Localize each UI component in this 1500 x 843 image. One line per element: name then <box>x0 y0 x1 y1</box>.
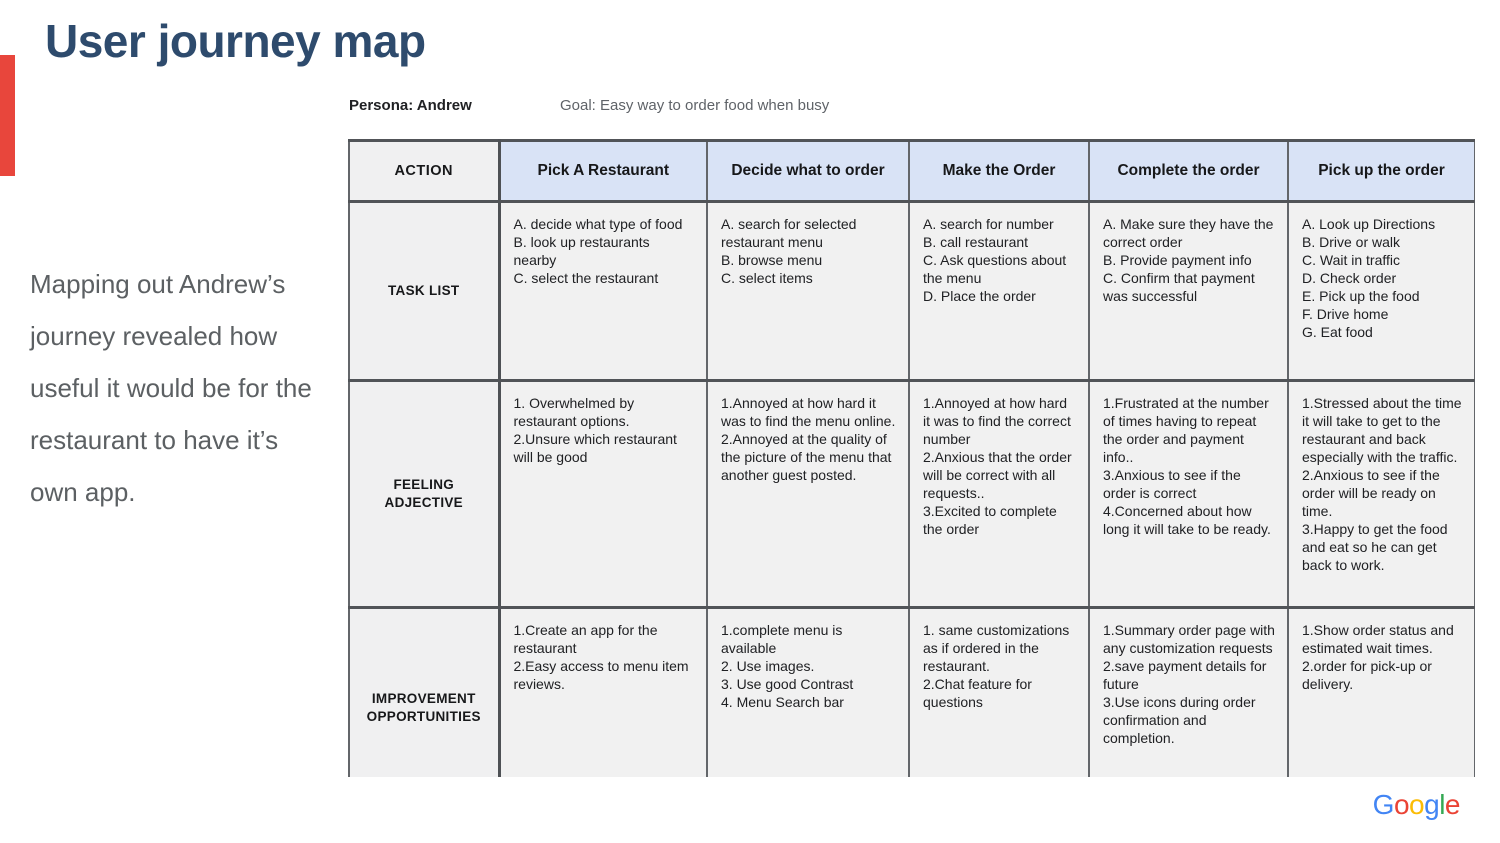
cell-feeling-decide-order: 1.Annoyed at how hard it was to find the… <box>706 379 910 609</box>
cell-improve-make-order: 1. same customizations as if ordered in … <box>908 606 1090 777</box>
sidebar-note: Mapping out Andrew’s journey revealed ho… <box>30 269 312 507</box>
google-logo: Google <box>1372 789 1461 821</box>
cell-improve-complete-order: 1.Summary order page with any customizat… <box>1088 606 1289 777</box>
table-row-feeling-adjective: FEELING ADJECTIVE 1. Overwhelmed by rest… <box>348 379 1475 609</box>
logo-letter: o <box>1409 789 1425 820</box>
logo-letter: g <box>1424 789 1440 820</box>
goal-label: Goal: Easy way to order food when busy <box>560 97 830 114</box>
table-row-task-list: TASK LIST A. decide what type of food B.… <box>348 200 1475 382</box>
cell-feeling-complete-order: 1.Frustrated at the number of times havi… <box>1088 379 1289 609</box>
row-label-feeling-adjective: FEELING ADJECTIVE <box>348 379 501 609</box>
cell-task-make-order: A. search for number B. call restaurant … <box>908 200 1090 382</box>
row-label-improvement-opportunities: IMPROVEMENT OPPORTUNITIES <box>348 606 501 777</box>
table-row-improvement-opportunities: IMPROVEMENT OPPORTUNITIES 1.Create an ap… <box>348 606 1475 777</box>
cell-task-pick-restaurant: A. decide what type of food B. look up r… <box>498 200 708 382</box>
logo-letter: G <box>1372 789 1395 820</box>
cell-task-complete-order: A. Make sure they have the correct order… <box>1088 200 1289 382</box>
journey-map-table: ACTION Pick A Restaurant Decide what to … <box>348 139 1475 777</box>
cell-task-decide-order: A. search for selected restaurant menu B… <box>706 200 910 382</box>
cell-feeling-make-order: 1.Annoyed at how hard it was to find the… <box>908 379 1090 609</box>
corner-header-action: ACTION <box>348 139 501 203</box>
stage-header-pick-restaurant: Pick A Restaurant <box>498 139 708 203</box>
persona-goal-row: Persona: Andrew Goal: Easy way to order … <box>349 97 1349 114</box>
stage-header-make-order: Make the Order <box>908 139 1090 203</box>
logo-letter: e <box>1444 789 1461 820</box>
journey-map-table-wrap: ACTION Pick A Restaurant Decide what to … <box>348 139 1475 777</box>
cell-improve-pick-restaurant: 1.Create an app for the restaurant 2.Eas… <box>498 606 708 777</box>
cell-improve-pickup-order: 1.Show order status and estimated wait t… <box>1287 606 1475 777</box>
page-title: User journey map <box>45 15 426 67</box>
header-row: ACTION Pick A Restaurant Decide what to … <box>348 139 1475 203</box>
cell-feeling-pickup-order: 1.Stressed about the time it will take t… <box>1287 379 1475 609</box>
stage-header-decide-order: Decide what to order <box>706 139 910 203</box>
cell-feeling-pick-restaurant: 1. Overwhelmed by restaurant options. 2.… <box>498 379 708 609</box>
cell-task-pickup-order: A. Look up Directions B. Drive or walk C… <box>1287 200 1475 382</box>
cell-improve-decide-order: 1.complete menu is available 2. Use imag… <box>706 606 910 777</box>
stage-header-complete-order: Complete the order <box>1088 139 1289 203</box>
logo-letter: l <box>1439 789 1445 820</box>
red-accent-bar <box>0 55 15 176</box>
stage-header-pickup-order: Pick up the order <box>1287 139 1475 203</box>
persona-label: Persona: Andrew <box>349 97 472 114</box>
logo-letter: o <box>1393 789 1410 820</box>
row-label-task-list: TASK LIST <box>348 200 501 382</box>
